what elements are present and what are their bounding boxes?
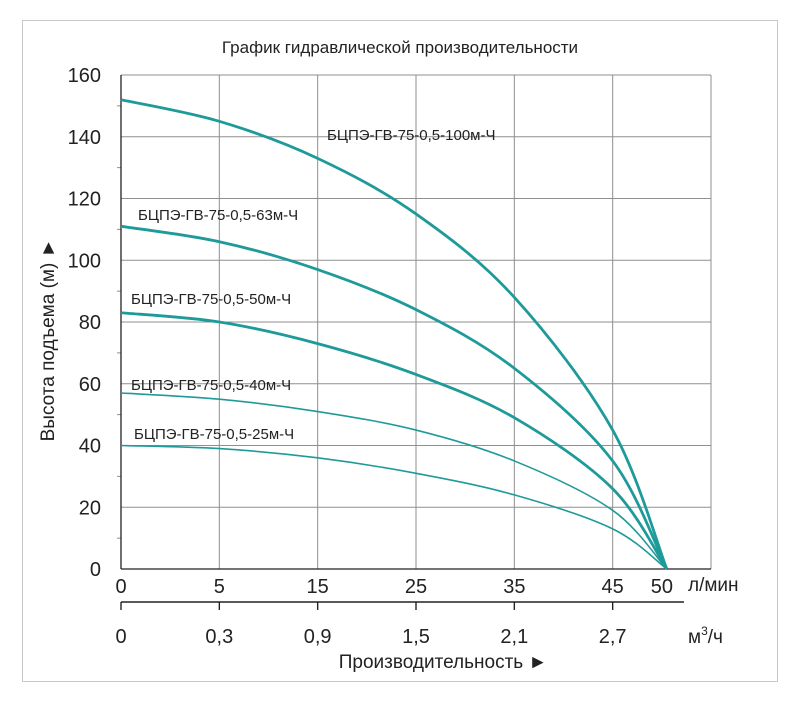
- y-tick-label: 140: [68, 127, 101, 149]
- y-tick-label: 160: [68, 65, 101, 87]
- grid: [117, 74, 712, 570]
- series-label: БЦПЭ-ГВ-75-0,5-40м-Ч: [131, 377, 291, 394]
- series-curve: [120, 444, 668, 570]
- x-tick-label-primary: 45: [602, 576, 624, 598]
- x-unit-secondary-sup: 3: [701, 624, 708, 638]
- y-tick-label: 20: [79, 497, 101, 519]
- series-curve: [120, 311, 668, 570]
- y-tick-label: 100: [68, 250, 101, 272]
- series-label: БЦПЭ-ГВ-75-0,5-25м-Ч: [134, 426, 294, 443]
- x-axis-secondary: [120, 601, 684, 610]
- y-tick-label: 60: [79, 374, 101, 396]
- y-tick-labels: 160 140 120 100 80 60 40 20 0: [68, 65, 101, 581]
- x-tick-label-primary: 35: [503, 576, 525, 598]
- x-tick-labels-primary: 0 5 15 25 35 45 50: [115, 576, 673, 598]
- series-curve: [120, 392, 668, 570]
- chart-title: График гидравлической производительности: [221, 38, 579, 57]
- series-label: БЦПЭ-ГВ-75-0,5-100м-Ч: [327, 127, 495, 144]
- x-unit-secondary-tail: /ч: [708, 627, 723, 648]
- y-tick-label: 40: [79, 436, 101, 458]
- series-label: БЦПЭ-ГВ-75-0,5-63м-Ч: [138, 207, 298, 224]
- x-tick-label-secondary: 0,9: [304, 626, 332, 648]
- x-tick-label-primary: 25: [405, 576, 427, 598]
- y-tick-label: 0: [90, 559, 101, 581]
- x-tick-label-secondary: 0: [115, 626, 126, 648]
- y-tick-label: 80: [79, 312, 101, 334]
- series-curve: [120, 224, 669, 570]
- x-unit-secondary-base: м: [688, 627, 701, 648]
- series-curve: [120, 98, 669, 570]
- x-tick-label-primary: 50: [651, 576, 673, 598]
- x-tick-label-primary: 0: [115, 576, 126, 598]
- series-label: БЦПЭ-ГВ-75-0,5-50м-Ч: [131, 291, 291, 308]
- x-axis-title: Производительность ►: [339, 652, 548, 673]
- chart-frame: [22, 20, 778, 682]
- y-tick-label: 120: [68, 189, 101, 211]
- x-tick-label-secondary: 2,1: [500, 626, 528, 648]
- x-unit-secondary: м3/ч: [688, 624, 723, 648]
- y-axis-title: Высота подъема (м) ►: [38, 239, 59, 442]
- x-tick-labels-secondary: 0 0,3 0,9 1,5 2,1 2,7: [115, 626, 626, 648]
- curves: [120, 98, 669, 570]
- x-tick-label-primary: 15: [307, 576, 329, 598]
- x-tick-label-secondary: 1,5: [402, 626, 430, 648]
- x-tick-label-primary: 5: [214, 576, 225, 598]
- x-unit-primary: л/мин: [688, 575, 739, 596]
- series-labels: БЦПЭ-ГВ-75-0,5-100м-Ч БЦПЭ-ГВ-75-0,5-63м-…: [131, 127, 495, 443]
- x-tick-label-secondary: 2,7: [599, 626, 627, 648]
- x-tick-label-secondary: 0,3: [205, 626, 233, 648]
